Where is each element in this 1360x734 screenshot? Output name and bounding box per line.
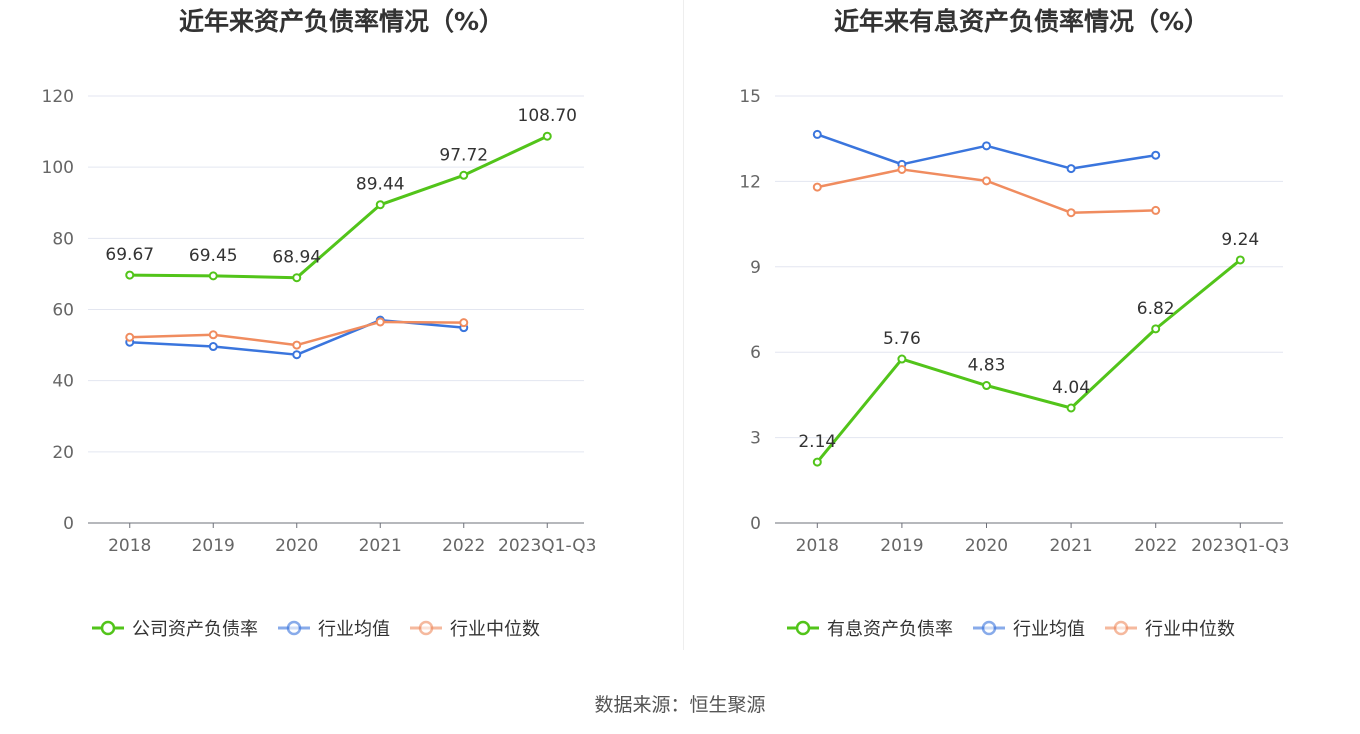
x-tick-label: 2018: [108, 536, 151, 556]
interest-bearing-debt-ratio-chart: 0 3 6 9 12 15 2018 2019 2020 2021 2022 2023Q1-Q3 2.1…: [739, 87, 1289, 556]
x-tick-label: 2020: [275, 536, 318, 556]
data-point-industry_median[interactable]: [812, 182, 822, 192]
y-tick-label: 0: [750, 514, 761, 534]
legend-label: 行业中位数: [1145, 619, 1235, 640]
legend-label: 公司资产负债率: [132, 619, 258, 640]
legend-item-industry_avg[interactable]: 行业均值: [971, 615, 1085, 641]
series-line-company: [129, 134, 548, 280]
legend-line-marker-icon: [1105, 620, 1137, 636]
legend-item-industry_avg[interactable]: 行业均值: [276, 615, 390, 641]
legend-label: 行业中位数: [450, 619, 540, 640]
data-point-company[interactable]: [812, 457, 822, 467]
y-tick-label: 0: [63, 514, 74, 534]
data-point-industry_avg[interactable]: [1151, 150, 1161, 160]
series-line-industry_avg: [816, 133, 1156, 170]
data-label: 5.76: [883, 329, 921, 349]
data-label: 69.45: [189, 246, 238, 266]
legend-line-marker-icon: [973, 620, 1005, 636]
data-label: 89.44: [356, 175, 405, 195]
x-tick-label: 2023Q1-Q3: [498, 536, 596, 556]
series-line-company: [816, 258, 1242, 464]
data-point-company[interactable]: [1235, 255, 1245, 265]
x-tick-label: 2019: [880, 536, 923, 556]
legend-line-marker-icon: [278, 620, 310, 636]
data-point-industry_avg[interactable]: [812, 129, 822, 139]
chart-title-debt-ratio: 近年来资产负债率情况（%）: [178, 7, 505, 36]
data-label: 4.83: [968, 356, 1006, 376]
legend-item-industry_median[interactable]: 行业中位数: [408, 615, 540, 641]
y-tick-label: 20: [52, 443, 74, 463]
legend-debt-ratio: 公司资产负债率 行业均值 行业中位数: [90, 615, 558, 641]
data-point-industry_median[interactable]: [897, 164, 907, 174]
legend-label: 行业均值: [318, 619, 390, 640]
data-point-company[interactable]: [1066, 403, 1076, 413]
data-label: 2.14: [798, 432, 836, 452]
data-source: 数据来源：恒生聚源: [594, 694, 766, 716]
data-point-company[interactable]: [459, 170, 469, 180]
data-point-company[interactable]: [125, 270, 135, 280]
x-tick-label: 2021: [359, 536, 402, 556]
y-tick-label: 120: [42, 87, 74, 107]
data-label: 6.82: [1137, 299, 1175, 319]
y-tick-label: 9: [750, 258, 761, 278]
chart-divider: [683, 0, 684, 650]
data-label: 9.24: [1221, 230, 1259, 250]
data-label: 4.04: [1052, 378, 1090, 398]
series-line-industry_median: [817, 168, 1156, 214]
x-tick-label: 2021: [1049, 536, 1092, 556]
legend-item-company[interactable]: 公司资产负债率: [90, 615, 258, 641]
legend-label: 行业均值: [1013, 619, 1085, 640]
x-tick-label: 2020: [965, 536, 1008, 556]
x-tick-label: 2019: [192, 536, 235, 556]
y-tick-label: 100: [42, 158, 74, 178]
y-tick-label: 40: [52, 372, 74, 392]
legend-item-industry_median[interactable]: 行业中位数: [1103, 615, 1235, 641]
data-point-industry_median[interactable]: [208, 330, 218, 340]
y-tick-label: 3: [750, 429, 761, 449]
x-tick-label: 2022: [442, 536, 485, 556]
data-point-industry_median[interactable]: [1151, 205, 1161, 215]
y-tick-label: 15: [739, 87, 761, 107]
data-point-company[interactable]: [292, 273, 302, 283]
y-tick-label: 80: [52, 229, 74, 249]
legend-label: 有息资产负债率: [827, 619, 953, 640]
data-point-industry_median[interactable]: [375, 317, 385, 327]
legend-item-company[interactable]: 有息资产负债率: [785, 615, 953, 641]
debt-ratio-chart: 0 20 40 60 80 100 120 2018 2019 2020 2021 2022 2023Q…: [42, 87, 597, 556]
data-label: 69.67: [105, 245, 154, 265]
data-point-company[interactable]: [1151, 324, 1161, 334]
x-tick-label: 2022: [1134, 536, 1177, 556]
legend-line-marker-icon: [410, 620, 442, 636]
data-point-industry_median[interactable]: [982, 176, 991, 186]
y-tick-label: 60: [52, 301, 74, 321]
data-point-industry_median[interactable]: [292, 340, 302, 350]
x-tick-label: 2023Q1-Q3: [1191, 536, 1289, 556]
data-label: 97.72: [439, 145, 488, 165]
legend-interest-bearing-debt-ratio: 有息资产负债率 行业均值 行业中位数: [785, 615, 1253, 641]
chart-title-interest-bearing-debt-ratio: 近年来有息资产负债率情况（%）: [833, 7, 1210, 36]
data-point-industry_avg[interactable]: [208, 342, 218, 352]
data-label: 68.94: [272, 248, 321, 268]
data-point-industry_median[interactable]: [1066, 208, 1076, 218]
data-point-industry_avg[interactable]: [292, 350, 302, 360]
data-point-company[interactable]: [897, 354, 907, 364]
x-tick-label: 2018: [796, 536, 839, 556]
y-tick-label: 12: [739, 172, 761, 192]
data-point-company[interactable]: [982, 381, 991, 391]
data-point-industry_avg[interactable]: [1066, 164, 1076, 174]
data-point-company[interactable]: [542, 131, 552, 141]
data-point-company[interactable]: [375, 200, 385, 210]
data-label: 108.70: [518, 106, 577, 126]
legend-line-marker-icon: [92, 620, 124, 636]
data-point-industry_median[interactable]: [125, 332, 135, 342]
y-tick-label: 6: [750, 343, 761, 363]
legend-line-marker-icon: [787, 620, 819, 636]
data-point-company[interactable]: [208, 271, 218, 281]
data-point-industry_avg[interactable]: [982, 141, 991, 151]
data-point-industry_median[interactable]: [459, 318, 469, 328]
